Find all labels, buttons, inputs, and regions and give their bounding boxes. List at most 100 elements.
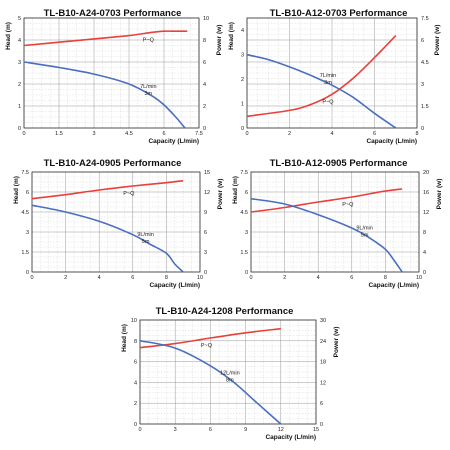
y-tick-label: 1.5 bbox=[21, 250, 29, 256]
x-tick-label: 1.5 bbox=[55, 131, 63, 137]
head-curve bbox=[23, 61, 186, 129]
y-tick-label: 6 bbox=[26, 190, 29, 196]
chart-title: TL-B10-A12-0703 Performance bbox=[269, 8, 408, 19]
y-tick-label: 7.5 bbox=[21, 170, 29, 176]
chart-panel-3: TL-B10-A24-0905 Performance 0 2 4 6 8 10 0 1.5 3… bbox=[0, 158, 225, 306]
y2-tick-label: 6 bbox=[203, 60, 206, 66]
y2-tick-label: 0 bbox=[203, 126, 206, 132]
y2-tick-label: 3 bbox=[421, 82, 424, 88]
head-annotation: 3m bbox=[145, 91, 153, 97]
y2-tick-label: 6 bbox=[320, 401, 323, 407]
y2-tick-label: 3 bbox=[204, 250, 207, 256]
y2-tick-label: 0 bbox=[204, 270, 207, 276]
y-tick-label: 6 bbox=[245, 190, 248, 196]
y2-tick-label: 20 bbox=[423, 170, 429, 176]
y2-tick-label: 6 bbox=[421, 38, 424, 44]
x-tick-label: 6 bbox=[162, 131, 165, 137]
x-tick-label: 2 bbox=[288, 131, 291, 137]
power-curve bbox=[250, 188, 403, 213]
x-tick-label: 9 bbox=[244, 427, 247, 433]
power-curve bbox=[31, 179, 184, 200]
x-tick-label: 0 bbox=[245, 131, 248, 137]
y-axis-label: Head (m) bbox=[5, 22, 12, 50]
y-tick-label: 0 bbox=[26, 270, 29, 276]
y-tick-label: 0 bbox=[245, 270, 248, 276]
y2-tick-label: 0 bbox=[421, 126, 424, 132]
x-tick-label: 4 bbox=[330, 131, 333, 137]
y-tick-label: 4 bbox=[18, 38, 21, 44]
y-tick-label: 1 bbox=[241, 102, 244, 108]
y-tick-label: 3 bbox=[18, 60, 21, 66]
y-axis-label: Head (m) bbox=[232, 176, 239, 204]
plot-frame bbox=[23, 17, 200, 129]
y-tick-label: 4 bbox=[134, 380, 137, 386]
head-curve bbox=[246, 53, 397, 129]
y-tick-label: 0 bbox=[241, 126, 244, 132]
y2-tick-label: 4 bbox=[423, 250, 426, 256]
y-tick-label: 8 bbox=[134, 339, 137, 345]
pq-label: P~Q bbox=[342, 202, 354, 208]
y-tick-label: 6 bbox=[134, 360, 137, 366]
head-annotation: 8m bbox=[226, 377, 234, 383]
y2-tick-label: 4.5 bbox=[421, 60, 429, 66]
y2-axis-label: Power (w) bbox=[434, 25, 441, 56]
y-tick-label: 4.5 bbox=[240, 210, 248, 216]
y2-tick-label: 9 bbox=[204, 210, 207, 216]
x-tick-label: 4 bbox=[98, 275, 101, 281]
y2-tick-label: 30 bbox=[320, 318, 326, 324]
y2-tick-label: 0 bbox=[320, 422, 323, 428]
chart-title: TL-B10-A24-1208 Performance bbox=[155, 306, 294, 317]
plot-frame bbox=[139, 319, 317, 425]
y-tick-label: 2 bbox=[241, 77, 244, 83]
x-axis-label: Capacity (L/min) bbox=[265, 434, 316, 441]
x-tick-label: 3 bbox=[92, 131, 95, 137]
y2-tick-label: 16 bbox=[423, 190, 429, 196]
pq-label: P~Q bbox=[143, 37, 155, 43]
flow-annotation: 9L/min bbox=[356, 225, 373, 231]
flow-annotation: 12L/min bbox=[220, 370, 240, 376]
y2-tick-label: 12 bbox=[204, 190, 210, 196]
x-axis-label: Capacity (L/min) bbox=[149, 282, 200, 289]
y2-tick-label: 0 bbox=[423, 270, 426, 276]
x-tick-label: 8 bbox=[384, 275, 387, 281]
head-annotation: 3m bbox=[324, 80, 332, 86]
chart-panel-1: TL-B10-A24-0703 Performance 0 1.5 3 4.5 6 7.5… bbox=[0, 8, 225, 158]
y2-tick-label: 8 bbox=[423, 230, 426, 236]
y2-tick-label: 1.5 bbox=[421, 104, 429, 110]
head-annotation: 5m bbox=[142, 239, 150, 245]
x-tick-label: 10 bbox=[416, 275, 422, 281]
x-tick-label: 12 bbox=[278, 427, 284, 433]
y2-axis-label: Power (w) bbox=[333, 327, 340, 358]
x-tick-label: 4.5 bbox=[125, 131, 133, 137]
flow-annotation: 7L/min bbox=[320, 73, 337, 79]
y-tick-label: 2 bbox=[134, 401, 137, 407]
chart-panel-5: TL-B10-A24-1208 Performance 0 3 6 9 12 15 0 2 4 6… bbox=[112, 306, 340, 450]
flow-annotation: 7L/min bbox=[140, 84, 157, 90]
x-axis-label: Capacity (L/min) bbox=[366, 138, 417, 145]
x-tick-label: 0 bbox=[249, 275, 252, 281]
x-tick-label: 15 bbox=[313, 427, 319, 433]
x-tick-label: 0 bbox=[30, 275, 33, 281]
chart-panel-4: TL-B10-A12-0905 Performance 0 2 4 6 8 10 0 1.5 3… bbox=[227, 158, 450, 306]
y-axis-label: Head (m) bbox=[228, 22, 235, 50]
head-annotation: 5m bbox=[361, 232, 369, 238]
pq-label: P~Q bbox=[322, 99, 334, 105]
chart-title: TL-B10-A12-0905 Performance bbox=[269, 158, 408, 169]
x-tick-label: 8 bbox=[415, 131, 418, 137]
x-tick-label: 3 bbox=[174, 427, 177, 433]
y2-tick-label: 2 bbox=[203, 104, 206, 110]
x-axis-label: Capacity (L/min) bbox=[148, 138, 199, 145]
y-tick-label: 1.5 bbox=[240, 250, 248, 256]
y-tick-label: 1 bbox=[18, 104, 21, 110]
y2-axis-label: Power (w) bbox=[217, 179, 224, 210]
y-tick-label: 3 bbox=[245, 230, 248, 236]
y2-tick-label: 12 bbox=[320, 380, 326, 386]
x-tick-label: 8 bbox=[165, 275, 168, 281]
flow-annotation: 9L/min bbox=[137, 232, 154, 238]
y2-axis-label: Power (w) bbox=[216, 25, 223, 56]
